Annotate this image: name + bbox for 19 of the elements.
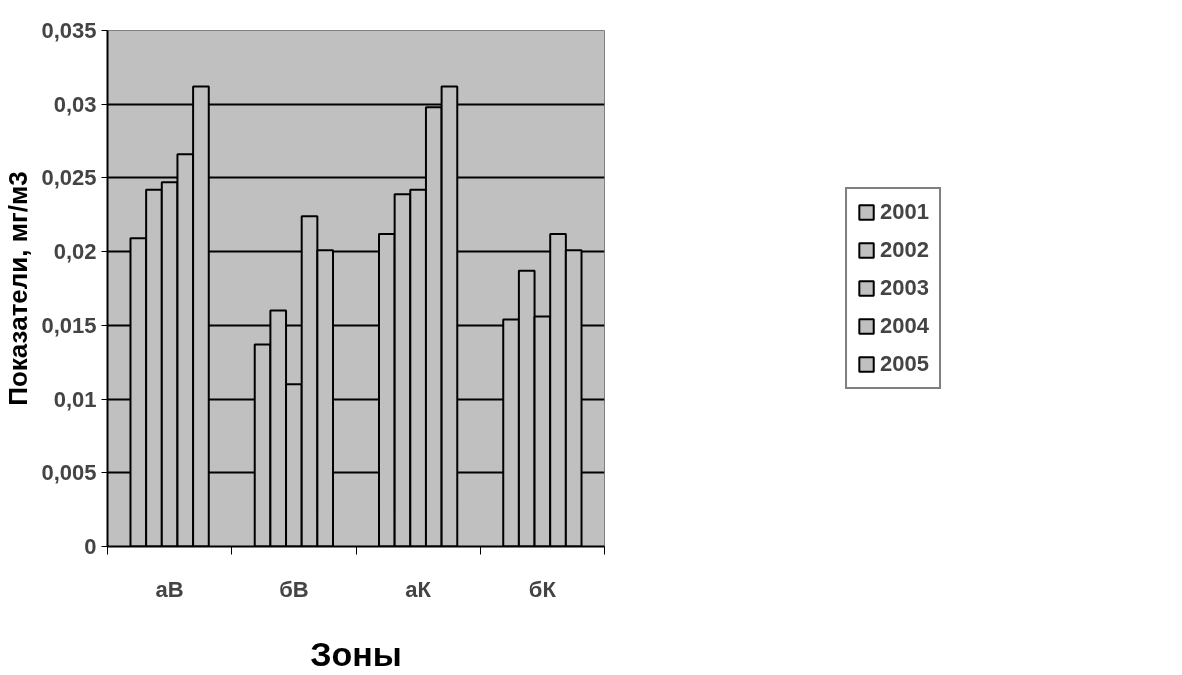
y-axis-title: Показатели, мг/м3 bbox=[3, 171, 34, 406]
y-tick-label: 0,035 bbox=[41, 18, 97, 43]
x-tick-label: аК bbox=[405, 576, 432, 602]
y-tick-label: 0,025 bbox=[41, 165, 97, 191]
x-tick-label: бК bbox=[528, 576, 557, 602]
y-tick-label: 0 bbox=[84, 534, 97, 559]
legend-label: 2003 bbox=[880, 275, 929, 301]
y-tick-label: 0,03 bbox=[53, 91, 97, 117]
legend-label: 2001 bbox=[880, 199, 929, 225]
legend-label: 2004 bbox=[880, 313, 929, 339]
legend-label: 2005 bbox=[880, 351, 929, 377]
y-tick-label: 0,005 bbox=[41, 460, 97, 486]
x-axis-title: Зоны bbox=[310, 634, 402, 673]
x-tick-label: аВ bbox=[155, 576, 184, 602]
y-tick-label: 0,02 bbox=[53, 239, 97, 265]
x-tick-label: бВ bbox=[279, 576, 309, 602]
y-tick-label: 0,01 bbox=[53, 386, 97, 412]
legend-label: 2002 bbox=[880, 237, 929, 263]
y-tick-label: 0,015 bbox=[41, 312, 97, 338]
